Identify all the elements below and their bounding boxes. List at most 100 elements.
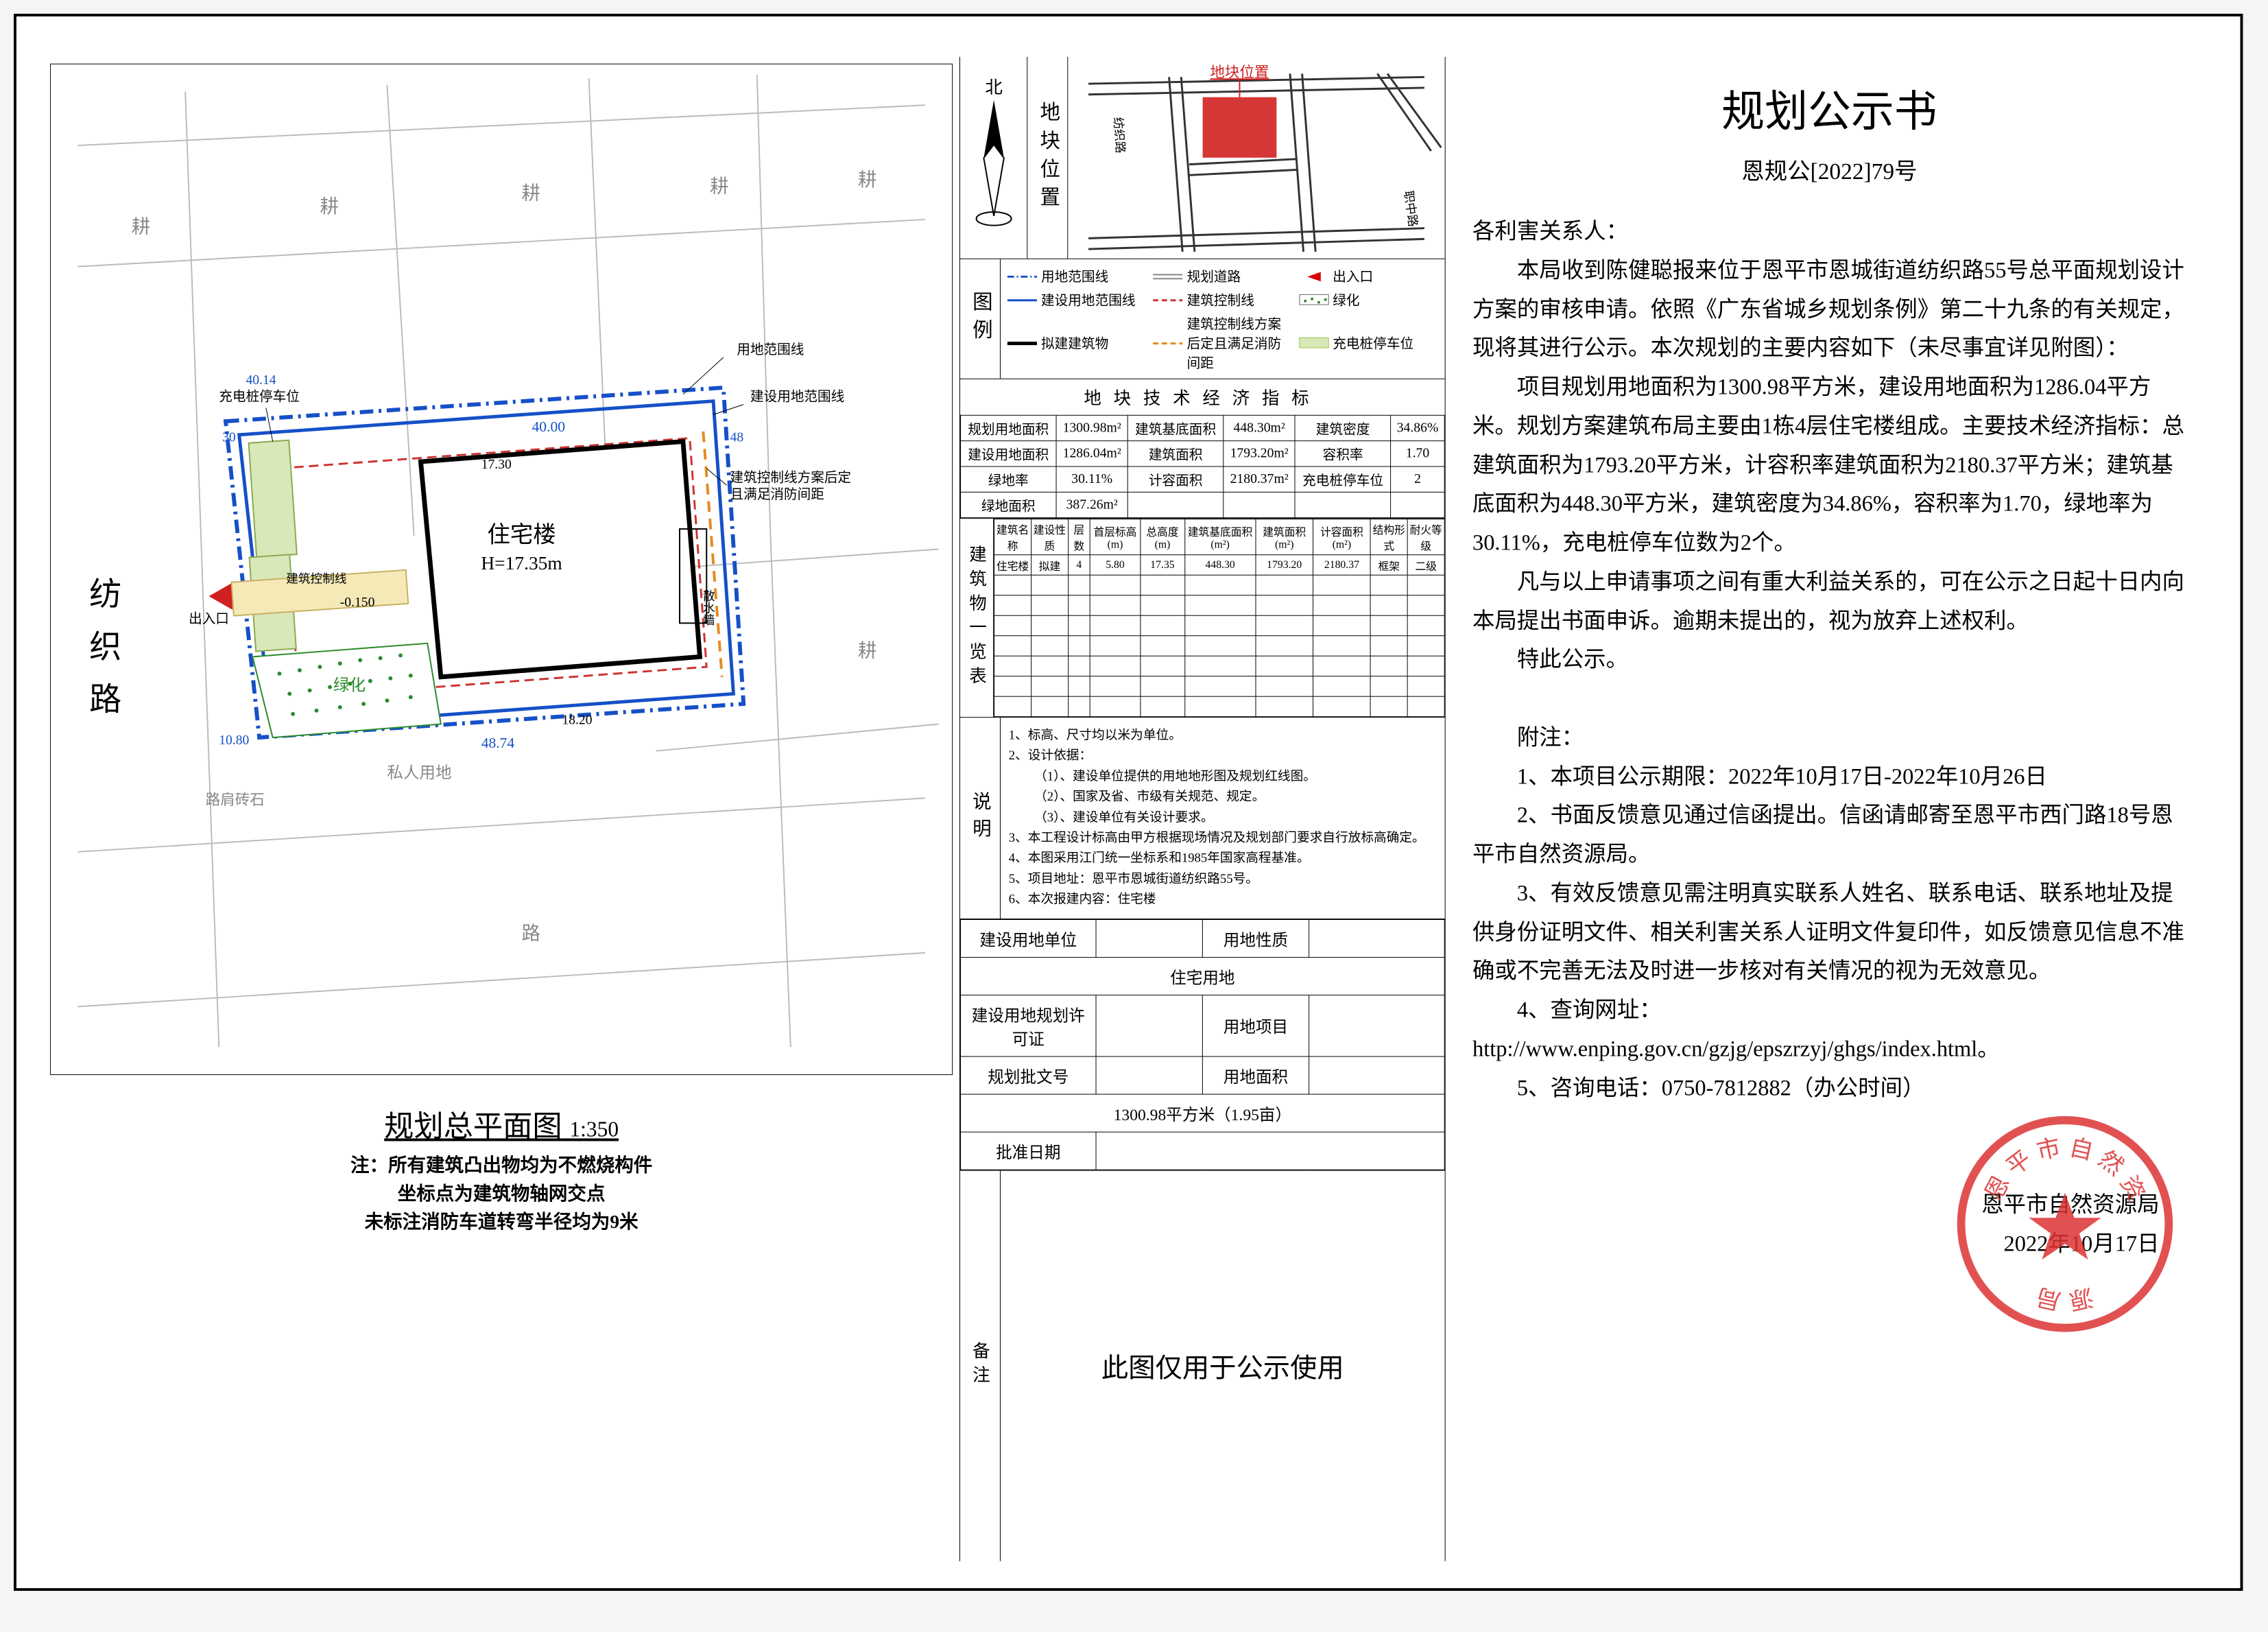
annex-1: 1、本项目公示期限：2022年10月17日-2022年10月26日	[1472, 758, 2186, 797]
para-1: 本局收到陈健聪报来位于恩平市恩城街道纺织路55号总平面规划设计方案的审核申请。依…	[1472, 252, 2186, 368]
road-label: 纺织路	[77, 577, 125, 735]
legend-swatch	[1299, 270, 1328, 281]
svg-text:住宅楼: 住宅楼	[488, 523, 556, 548]
svg-text:充电桩停车位: 充电桩停车位	[219, 390, 300, 405]
annex-3: 3、有效反馈意见需注明真实联系人姓名、联系电话、联系地址及提供身份证明文件、相关…	[1472, 875, 2186, 991]
doc-body: 各利害关系人： 本局收到陈健聪报来位于恩平市恩城街道纺织路55号总平面规划设计方…	[1472, 213, 2186, 1264]
location-map: 地块位置 纺织路 职中路	[1068, 57, 1444, 259]
svg-text:建设用地范围线: 建设用地范围线	[750, 390, 844, 405]
location-label: 地块位置	[1027, 57, 1068, 259]
annex-5: 5、咨询电话：0750-7812882（办公时间）	[1472, 1069, 2186, 1109]
svg-text:17.30: 17.30	[481, 458, 512, 472]
doc-number: 恩规公[2022]79号	[1472, 152, 2186, 185]
svg-text:绿化: 绿化	[333, 676, 366, 694]
svg-text:10.80: 10.80	[219, 733, 249, 748]
svg-text:耕: 耕	[132, 217, 150, 237]
admin-table: 建设用地单位 用地性质 住宅用地 建设用地规划许可证 用地项目 规划批文号 用地…	[960, 919, 1445, 1170]
notes-body: 1、标高、尺寸均以米为单位。 2、设计依据： （1）、建设单位提供的用地地形图及…	[1001, 718, 1445, 918]
svg-text:散水墙: 散水墙	[702, 589, 715, 626]
site-plan: 耕 耕 耕 耕 耕 耕 路 私人用地 路肩砖石	[50, 64, 953, 1075]
remark-text: 此图仅用于公示使用	[1001, 1170, 1445, 1561]
svg-text:48: 48	[730, 431, 744, 445]
svg-text:30: 30	[222, 431, 236, 445]
legend-swatch	[1299, 294, 1328, 305]
legend-item: 出入口	[1299, 266, 1438, 286]
econ-section: 地块技术经济指标 规划用地面积1300.98m²建筑基底面积448.30m²建筑…	[960, 379, 1445, 519]
legend-text: 建设用地范围线	[1041, 289, 1136, 309]
legend-swatch	[1153, 337, 1182, 348]
legend-item: 拟建建筑物	[1007, 313, 1147, 372]
svg-text:地块位置: 地块位置	[1210, 64, 1269, 80]
svg-text:耕: 耕	[320, 196, 338, 217]
svg-text:纺织路: 纺织路	[1111, 117, 1127, 154]
legend-row: 图例 用地范围线 规划道路 出入口建设用地范围线 建筑控制线 绿化拟建建筑物 建筑控制线方…	[960, 259, 1445, 379]
mid-panel: 北 地块位置 地	[960, 57, 1446, 1561]
legend-item: 充电桩停车位	[1299, 313, 1438, 372]
svg-text:建筑控制线方案后定: 建筑控制线方案后定	[730, 470, 852, 485]
legend-text: 拟建建筑物	[1041, 333, 1108, 353]
legend-text: 充电桩停车位	[1333, 333, 1413, 353]
svg-text:且满足消防间距: 且满足消防间距	[730, 487, 824, 502]
legend-item: 规划道路	[1153, 266, 1292, 286]
legend-text: 出入口	[1333, 266, 1373, 286]
addressee: 各利害关系人：	[1472, 213, 2186, 252]
compass: 北	[960, 57, 1027, 259]
svg-text:路: 路	[522, 923, 540, 943]
legend-text: 用地范围线	[1041, 266, 1108, 286]
building-table: 建筑名称建设性质层数首层标高(m)总高度(m)建筑基底面积(m²)建筑面积(m²…	[994, 519, 1445, 717]
para-2: 项目规划用地面积为1300.98平方米，建设用地面积为1286.04平方米。规划…	[1472, 368, 2186, 563]
legend-item: 用地范围线	[1007, 266, 1147, 286]
econ-title: 地块技术经济指标	[960, 379, 1445, 415]
svg-text:40.00: 40.00	[532, 418, 566, 435]
svg-text:建筑控制线: 建筑控制线	[286, 572, 346, 586]
annex-4: 4、查询网址：	[1472, 991, 2186, 1030]
left-panel: 耕 耕 耕 耕 耕 耕 路 私人用地 路肩砖石	[43, 57, 960, 1561]
para-3: 凡与以上申请事项之间有重大利益关系的，可在公示之日起十日内向本局提出书面申诉。逾…	[1472, 563, 2186, 641]
annex-2: 2、书面反馈意见通过信函提出。信函请邮寄至恩平市西门路18号恩平市自然资源局。	[1472, 796, 2186, 875]
svg-text:北: 北	[985, 77, 1003, 97]
svg-text:耕: 耕	[710, 176, 728, 197]
legend-item: 建设用地范围线	[1007, 289, 1147, 309]
svg-text:职中路: 职中路	[1402, 190, 1420, 228]
location-row: 北 地块位置 地	[960, 57, 1445, 259]
svg-text:用地范围线: 用地范围线	[737, 342, 804, 357]
svg-text:耕: 耕	[858, 169, 876, 190]
page: 耕 耕 耕 耕 耕 耕 路 私人用地 路肩砖石	[14, 14, 2243, 1591]
svg-text:路肩砖石: 路肩砖石	[206, 792, 265, 808]
svg-text:耕: 耕	[522, 183, 540, 204]
plan-title: 规划总平面图 1:350	[50, 1102, 953, 1145]
site-plan-svg: 耕 耕 耕 耕 耕 耕 路 私人用地 路肩砖石	[51, 64, 952, 1074]
legend-text: 绿化	[1333, 289, 1359, 309]
svg-text:H=17.35m: H=17.35m	[481, 553, 562, 573]
legend-item: 建筑控制线方案后定且满足消防间距	[1153, 313, 1292, 372]
legend-swatch	[1007, 270, 1037, 281]
doc-title: 规划公示书	[1472, 77, 2186, 139]
remark-label: 备注	[960, 1170, 1001, 1561]
svg-text:出入口: 出入口	[189, 611, 229, 626]
legend-swatch	[1007, 294, 1037, 305]
legend-swatch	[1299, 337, 1328, 348]
para-4: 特此公示。	[1472, 641, 2186, 680]
legend-item: 建筑控制线	[1153, 289, 1292, 309]
legend-text: 建筑控制线方案后定且满足消防间距	[1187, 313, 1293, 372]
legend-body: 用地范围线 规划道路 出入口建设用地范围线 建筑控制线 绿化拟建建筑物 建筑控制线方案后定…	[1001, 259, 1445, 379]
right-panel: 规划公示书 恩规公[2022]79号 各利害关系人： 本局收到陈健聪报来位于恩平…	[1446, 57, 2214, 1561]
notes-row: 说明 1、标高、尺寸均以米为单位。 2、设计依据： （1）、建设单位提供的用地地…	[960, 718, 1445, 919]
admin-table-row: 建设用地单位 用地性质 住宅用地 建设用地规划许可证 用地项目 规划批文号 用地…	[960, 919, 1445, 1171]
legend-text: 规划道路	[1187, 266, 1241, 286]
legend-label: 图例	[960, 259, 1001, 379]
svg-text:18.20: 18.20	[562, 713, 592, 727]
econ-table: 规划用地面积1300.98m²建筑基底面积448.30m²建筑密度34.86%建…	[960, 415, 1445, 518]
svg-text:40.14: 40.14	[246, 373, 276, 388]
legend-swatch	[1153, 294, 1182, 305]
official-stamp: 恩 平 市 自 然 资 源 局	[1957, 1116, 2173, 1332]
legend-swatch	[1153, 270, 1182, 281]
svg-text:私人用地: 私人用地	[387, 764, 451, 782]
building-table-label: 建筑物一览表	[960, 519, 994, 717]
legend-item: 绿化	[1299, 289, 1438, 309]
legend-text: 建筑控制线	[1187, 289, 1254, 309]
svg-text:48.74: 48.74	[481, 735, 515, 751]
remark-row: 备注 此图仅用于公示使用	[960, 1170, 1445, 1561]
building-table-row: 建筑物一览表 建筑名称建设性质层数首层标高(m)总高度(m)建筑基底面积(m²)…	[960, 519, 1445, 718]
svg-text:耕: 耕	[858, 640, 876, 661]
